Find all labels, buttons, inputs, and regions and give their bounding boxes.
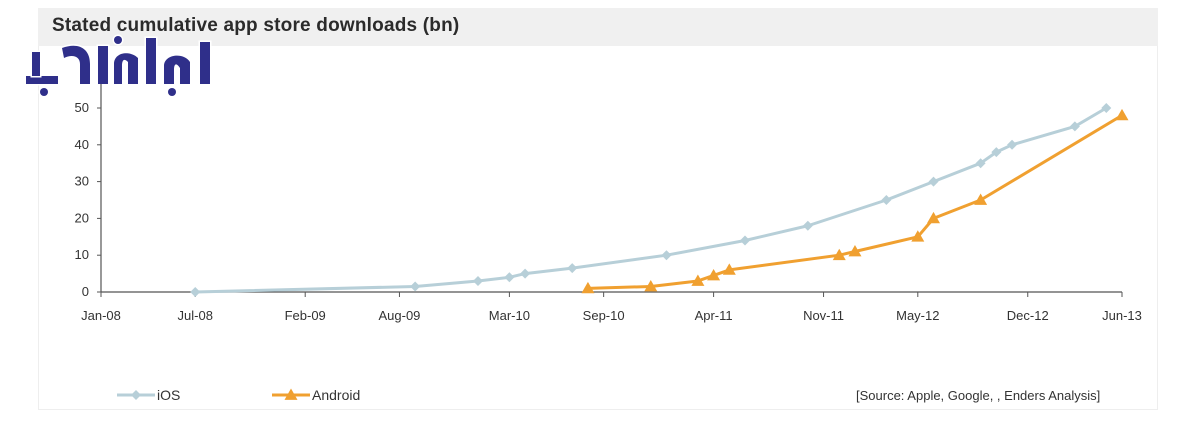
x-tick-label: May-12 [896, 308, 939, 323]
chart-title: Stated cumulative app store downloads (b… [52, 15, 460, 36]
source-note: [Source: Apple, Google, , Enders Analysi… [856, 388, 1101, 403]
ios-data-point [881, 195, 892, 205]
ios-data-point [1101, 103, 1112, 113]
android-series-line [586, 113, 1124, 290]
android-data-point [832, 248, 846, 261]
ios-series-line [193, 106, 1108, 294]
ios-data-point [740, 235, 751, 246]
y-tick-label: 30 [75, 174, 89, 189]
y-tick-label: 20 [75, 210, 89, 225]
ios-data-point [928, 176, 939, 187]
ios-data-point [472, 275, 483, 286]
ios-data-point [1007, 139, 1018, 150]
ios-data-point [190, 287, 201, 297]
ios-data-point [1069, 121, 1080, 132]
x-tick-label: Sep-10 [583, 308, 625, 323]
android-data-point [707, 268, 721, 281]
ios-data-point [504, 272, 515, 283]
ios-data-point [410, 281, 421, 292]
android-data-point [581, 281, 595, 294]
chart-frame [38, 8, 1158, 410]
android-legend-label: Android [312, 387, 360, 403]
y-tick-label: 0 [82, 284, 89, 299]
x-tick-label: Mar-10 [489, 308, 530, 323]
ios-data-point [975, 158, 986, 169]
x-tick-label: Jul-08 [178, 308, 213, 323]
x-tick-label: Apr-11 [695, 308, 733, 323]
android-data-point [644, 279, 658, 292]
watermark-logo-graphic [24, 34, 212, 98]
android-data-point [911, 230, 925, 242]
watermark-logo [18, 28, 232, 100]
android-legend-marker [284, 388, 298, 400]
android-data-point [848, 245, 862, 257]
android-data-point [974, 193, 988, 205]
title-band [38, 8, 1158, 46]
ios-legend-label: iOS [157, 387, 180, 403]
ios-data-point [991, 147, 1002, 158]
x-tick-label: Jan-08 [81, 308, 121, 323]
x-tick-label: Nov-11 [803, 308, 844, 323]
y-tick-label: 10 [75, 247, 89, 262]
y-tick-label: 40 [75, 137, 89, 152]
x-tick-label: Feb-09 [285, 308, 326, 323]
ios-data-point [520, 268, 531, 279]
ios-data-point [661, 250, 672, 261]
ios-legend-marker [131, 390, 141, 400]
x-tick-label: Jun-13 [1102, 308, 1142, 323]
android-data-point [691, 274, 705, 286]
android-data-point [1115, 108, 1129, 121]
ios-data-point [567, 263, 578, 274]
android-data-point [927, 211, 941, 224]
ios-data-point [802, 220, 813, 231]
x-tick-label: Dec-12 [1007, 308, 1049, 323]
android-data-point [722, 263, 736, 275]
y-tick-label: 50 [75, 100, 89, 115]
x-tick-label: Aug-09 [378, 308, 420, 323]
